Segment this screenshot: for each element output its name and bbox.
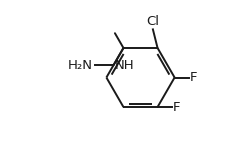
Text: F: F [189,71,197,84]
Text: F: F [172,101,180,113]
Text: Cl: Cl [146,15,160,28]
Text: NH: NH [115,59,134,72]
Text: H₂N: H₂N [68,59,93,72]
